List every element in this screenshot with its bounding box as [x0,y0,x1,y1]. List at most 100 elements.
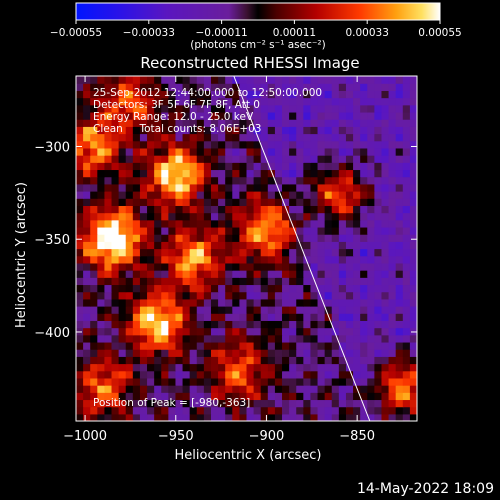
heatmap-cell [97,377,106,386]
heatmap-cell [232,248,240,257]
heatmap-cell [331,169,340,178]
heatmap-cell [395,104,404,113]
heatmap-cell [168,169,177,178]
heatmap-cell [139,262,148,271]
heatmap-cell [289,363,297,372]
heatmap-cell [225,183,233,192]
heatmap-cell [132,377,141,386]
heatmap-cell [289,119,297,127]
heatmap-cell [97,320,106,329]
heatmap-cell [338,356,347,365]
heatmap-cell [111,241,120,250]
heatmap-cell [210,83,219,91]
energy-range-text: Energy Range: 12.0 - 25.0 keV [93,111,254,123]
heatmap-cell [97,399,106,408]
heatmap-cell [147,162,155,171]
heatmap-cell [267,111,276,120]
heatmap-cell [395,219,404,228]
heatmap-cell [182,385,191,393]
heatmap-cell [324,413,333,421]
heatmap-cell [175,356,184,365]
heatmap-cell [125,262,134,271]
heatmap-cell [161,363,169,372]
heatmap-cell [367,234,375,242]
heatmap-cell [218,140,226,149]
heatmap-cell [367,349,375,357]
heatmap-cell [296,183,304,192]
heatmap-cell [260,226,269,235]
heatmap-cell [303,219,312,228]
heatmap-cell [239,406,248,415]
heatmap-cell [175,262,184,271]
heatmap-cell [367,176,375,185]
heatmap-cell [132,413,141,421]
heatmap-cell [132,183,141,192]
heatmap-cell [225,270,233,278]
heatmap-cell [353,226,361,235]
heatmap-cell [118,298,127,307]
heatmap-cell [282,176,290,185]
heatmap-cell [395,341,404,350]
heatmap-cell [331,298,340,307]
heatmap-cell [210,298,219,307]
heatmap-cell [282,334,290,343]
heatmap-cell [90,262,98,271]
heatmap-cell [104,176,113,185]
heatmap-cell [395,83,404,91]
heatmap-cell [246,119,255,127]
heatmap-cell [154,298,162,307]
heatmap-cell [253,219,262,228]
heatmap-cell [83,198,91,206]
heatmap-cell [97,147,106,156]
heatmap-cell [189,97,198,106]
heatmap-cell [331,349,340,357]
heatmap-cell [168,291,177,300]
heatmap-cell [360,90,368,99]
heatmap-cell [402,370,411,379]
heatmap-cell [147,298,155,307]
heatmap-cell [147,392,155,401]
heatmap-cell [218,97,226,106]
heatmap-cell [203,176,212,185]
heatmap-cell [388,76,397,84]
heatmap-cell [353,277,361,286]
heatmap-cell [147,399,155,408]
heatmap-cell [331,241,340,250]
heatmap-cell [203,169,212,178]
heatmap-cell [324,291,333,300]
heatmap-cell [175,234,184,242]
heatmap-cell [118,205,127,214]
heatmap-cell [232,76,240,84]
x-axis-ticks: −1000 −950 −900 −850 [63,76,375,444]
heatmap-cell [260,97,269,106]
heatmap-cell [317,334,326,343]
heatmap-cell [246,205,255,214]
heatmap-cell [402,341,411,350]
heatmap-cell [83,270,91,278]
heatmap-cell [402,212,411,221]
heatmap-cell [345,83,354,91]
heatmap-cell [345,298,354,307]
heatmap-cell [253,370,262,379]
heatmap-cell [125,176,134,185]
heatmap-cell [345,119,354,127]
heatmap-cell [367,162,375,171]
heatmap-cell [353,255,361,264]
heatmap-cell [125,76,134,84]
heatmap-cell [409,327,417,336]
heatmap-cell [274,320,283,329]
heatmap-cell [388,320,397,329]
heatmap-cell [132,162,141,171]
heatmap-cell [111,385,120,393]
heatmap-cell [303,226,312,235]
heatmap-cell [154,176,162,185]
heatmap-cell [360,349,368,357]
heatmap-cell [374,234,383,242]
heatmap-cell [104,104,113,113]
heatmap-cell [189,406,198,415]
heatmap-cell [182,341,191,350]
heatmap-cell [338,306,347,314]
heatmap-cell [239,327,248,336]
heatmap-cell [218,76,226,84]
heatmap-cell [353,212,361,221]
